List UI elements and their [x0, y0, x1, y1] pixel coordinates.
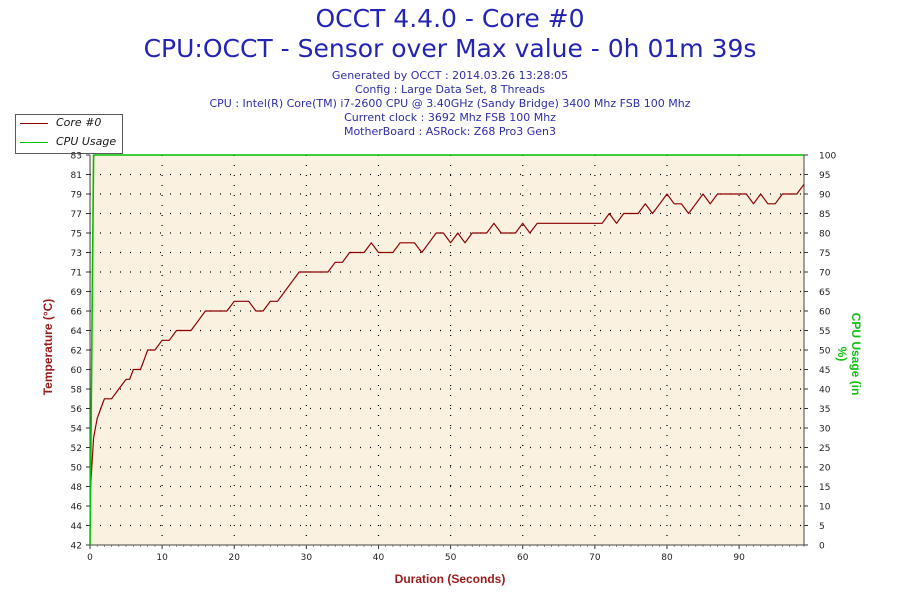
series-line-core0	[89, 183, 805, 497]
y-tick-label-right: 60	[819, 308, 831, 318]
y-tick-label-right: 35	[819, 405, 830, 415]
y-tick-label-right: 45	[819, 366, 830, 376]
y-tick-label-left: 75	[71, 230, 82, 240]
chart-subtitle: CPU:OCCT - Sensor over Max value - 0h 01…	[143, 34, 757, 63]
y-tick-label-left: 66	[71, 308, 83, 318]
y-tick-label-right: 95	[819, 171, 830, 181]
chart-title: OCCT 4.4.0 - Core #0	[315, 4, 585, 33]
y-tick-label-left: 60	[71, 366, 83, 376]
y-tick-label-left: 58	[71, 386, 83, 396]
y-tick-label-left: 54	[71, 425, 83, 435]
y-tick-label-right: 40	[819, 386, 831, 396]
y-tick-label-right: 15	[819, 483, 830, 493]
y-axis-label-left: Temperature (°C)	[41, 298, 55, 396]
series-line-cpu-usage	[89, 154, 804, 546]
y-tick-label-left: 69	[71, 288, 83, 298]
y-axis-label-right: CPU Usage (in %)	[835, 312, 863, 396]
y-tick-label-right: 55	[819, 327, 830, 337]
x-tick-label: 40	[373, 553, 385, 563]
legend-swatch-cpu-usage	[20, 142, 48, 143]
y-tick-label-right: 0	[819, 542, 825, 552]
y-tick-label-right: 85	[819, 210, 830, 220]
plot-area	[90, 155, 804, 545]
info-generated: Generated by OCCT : 2014.03.26 13:28:05	[331, 69, 569, 82]
y-tick-label-left: 62	[71, 347, 82, 357]
legend-label-core0: Core #0	[56, 116, 102, 129]
x-tick-label: 10	[156, 553, 168, 563]
x-tick-label: 70	[589, 553, 601, 563]
y-tick-label-left: 64	[71, 327, 83, 337]
y-tick-label-right: 5	[819, 522, 825, 532]
x-tick-label: 20	[229, 553, 241, 563]
x-tick-label: 50	[445, 553, 457, 563]
y-tick-label-left: 71	[71, 269, 82, 279]
y-tick-label-left: 44	[71, 522, 83, 532]
x-tick-label: 30	[301, 553, 313, 563]
info-clock: Current clock : 3692 Mhz FSB 100 Mhz	[344, 111, 556, 124]
y-tick-label-left: 73	[71, 249, 82, 259]
y-tick-label-right: 30	[819, 425, 831, 435]
y-tick-label-left: 79	[71, 191, 83, 201]
x-tick-label: 90	[733, 553, 745, 563]
y-tick-label-left: 81	[71, 171, 82, 181]
y-tick-label-left: 56	[71, 405, 83, 415]
y-tick-label-left: 50	[71, 464, 83, 474]
legend-item-core0: Core #0	[16, 115, 122, 133]
x-tick-label: 60	[517, 553, 529, 563]
info-config: Config : Large Data Set, 8 Threads	[355, 83, 545, 96]
y-tick-label-right: 70	[819, 269, 831, 279]
y-tick-label-right: 25	[819, 444, 830, 454]
info-motherboard: MotherBoard : ASRock: Z68 Pro3 Gen3	[343, 125, 557, 138]
info-cpu: CPU : Intel(R) Core(TM) i7-2600 CPU @ 3.…	[209, 97, 691, 110]
y-tick-label-left: 48	[71, 483, 83, 493]
y-tick-label-left: 46	[71, 503, 83, 513]
y-tick-label-right: 10	[819, 503, 831, 513]
y-tick-label-right: 75	[819, 249, 830, 259]
y-tick-label-left: 42	[71, 542, 82, 552]
y-tick-label-right: 65	[819, 288, 830, 298]
y-tick-label-right: 80	[819, 230, 831, 240]
y-tick-label-right: 100	[819, 152, 836, 162]
x-tick-label: 80	[661, 553, 673, 563]
x-axis-label: Duration (Seconds)	[394, 572, 506, 586]
x-tick-label: 0	[87, 553, 93, 563]
y-tick-label-left: 83	[71, 152, 82, 162]
legend-swatch-core0	[20, 123, 48, 124]
y-tick-label-right: 90	[819, 191, 831, 201]
y-tick-label-right: 20	[819, 464, 831, 474]
y-tick-label-left: 77	[71, 210, 82, 220]
legend-item-cpu-usage: CPU Usage	[16, 134, 122, 152]
legend-label-cpu-usage: CPU Usage	[56, 135, 117, 148]
y-tick-label-left: 52	[71, 444, 82, 454]
y-tick-label-right: 50	[819, 347, 831, 357]
legend: Core #0 CPU Usage	[15, 114, 123, 154]
